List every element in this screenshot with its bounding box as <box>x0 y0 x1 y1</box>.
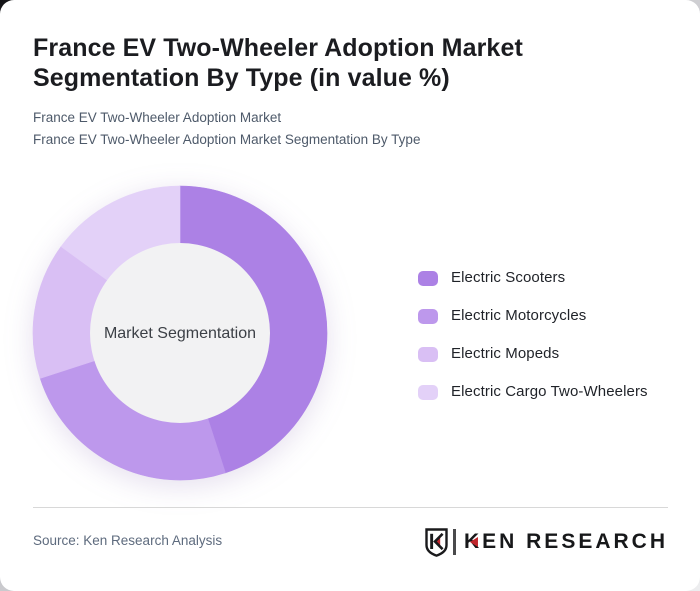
logo-shield-icon <box>425 527 449 557</box>
legend-item-electric-cargo-two-wheelers: Electric Cargo Two-Wheelers <box>418 383 648 401</box>
legend-item-electric-scooters: Electric Scooters <box>418 269 648 287</box>
legend-label: Electric Motorcycles <box>451 307 587 324</box>
source-text: Source: Ken Research Analysis <box>33 533 223 548</box>
donut-hole <box>90 243 270 423</box>
legend-swatch-electric-motorcycles <box>418 308 438 324</box>
legend-label: Electric Mopeds <box>451 345 560 362</box>
legend-item-electric-mopeds: Electric Mopeds <box>418 345 648 363</box>
legend-label: Electric Scooters <box>451 269 566 286</box>
donut-chart: Market Segmentation <box>32 185 328 481</box>
logo-separator <box>453 529 456 555</box>
subtitle-line-2: France EV Two-Wheeler Adoption Market Se… <box>33 131 421 147</box>
subtitle-line-1: France EV Two-Wheeler Adoption Market <box>33 110 282 125</box>
footer-divider <box>33 507 668 508</box>
legend-swatch-electric-cargo-two-wheelers <box>418 384 438 400</box>
donut-center-label: Market Segmentation <box>104 325 256 342</box>
ken-research-logo: KEN RESEARCH <box>425 527 668 557</box>
legend-label: Electric Cargo Two-Wheelers <box>451 383 648 400</box>
chart-subtitle: France EV Two-Wheeler Adoption Market Fr… <box>33 107 420 150</box>
legend-swatch-electric-mopeds <box>418 346 438 362</box>
legend-item-electric-motorcycles: Electric Motorcycles <box>418 307 648 325</box>
chart-title: France EV Two-Wheeler Adoption Market Se… <box>33 34 523 92</box>
logo-red-triangle-icon <box>469 537 478 547</box>
legend-swatch-electric-scooters <box>418 270 438 286</box>
logo-text: KEN RESEARCH <box>463 530 668 553</box>
chart-legend: Electric Scooters Electric Motorcycles Ele… <box>418 269 648 401</box>
